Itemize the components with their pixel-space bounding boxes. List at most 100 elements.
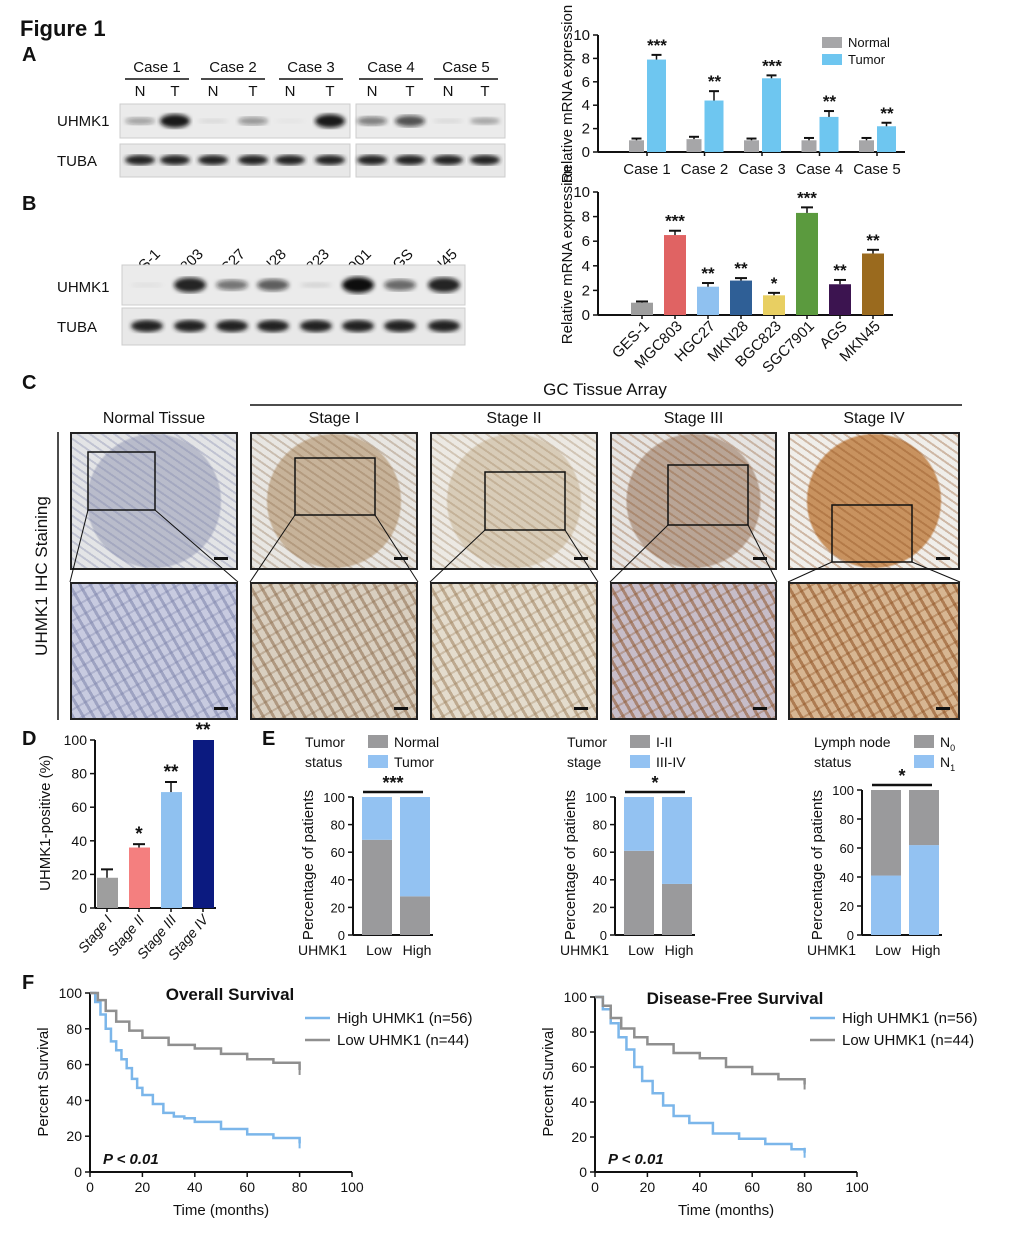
lane-label: T <box>170 83 179 100</box>
y-tick-label: 80 <box>66 1021 82 1037</box>
y-tick-label: 80 <box>571 1024 587 1040</box>
y-tick-label: 0 <box>847 928 854 943</box>
row-label-tuba: TUBA <box>57 153 97 170</box>
case-label: Case 3 <box>287 59 335 76</box>
y-tick-label: 20 <box>571 1129 587 1145</box>
y-tick-label: 20 <box>71 866 87 882</box>
significance-marker: *** <box>647 36 667 55</box>
lane-label: N <box>285 83 296 100</box>
uhmk1-band <box>470 117 500 125</box>
tuba-band <box>257 320 289 332</box>
gc-tissue-array-label: GC Tissue Array <box>543 380 667 399</box>
y-tick-label: 0 <box>579 1164 587 1180</box>
ihc-zoom-image <box>70 582 238 720</box>
uhmk1-band <box>300 282 332 288</box>
x-tick-label: Case 5 <box>853 161 901 178</box>
x-tick-label: Low <box>628 942 655 958</box>
blot-tuba-strip <box>119 143 351 178</box>
legend-swatch <box>822 54 842 65</box>
tuba-band <box>433 155 463 165</box>
stacked-bar-high-n0 <box>909 790 939 846</box>
legend-label: III-IV <box>656 754 686 770</box>
case-label: Case 2 <box>209 59 257 76</box>
ihc-zoom-image <box>788 582 960 720</box>
y-tick-label: 20 <box>66 1128 82 1144</box>
cell-line-label: MKN45 <box>413 246 460 293</box>
tuba-band <box>131 320 163 332</box>
ihc-column-title: Stage II <box>486 410 542 427</box>
x-axis-title: Time (months) <box>678 1202 774 1219</box>
y-axis-title: Percentage of patients <box>562 790 579 940</box>
ihc-core-image <box>788 432 960 570</box>
bar-stage-ii <box>129 847 150 908</box>
row-label-tuba: TUBA <box>57 319 97 336</box>
significance-marker: ** <box>833 261 847 280</box>
lane-label: T <box>480 83 489 100</box>
tuba-band <box>342 320 374 332</box>
survival-curve-low <box>90 991 301 1070</box>
significance-marker: * <box>651 773 658 793</box>
y-tick-label: 100 <box>585 790 607 805</box>
y-axis-title: Percentage of patients <box>809 790 826 940</box>
legend-swatch <box>914 755 934 768</box>
x-tick-label: Case 2 <box>681 161 729 178</box>
uhmk1-band <box>125 117 155 125</box>
y-tick-label: 40 <box>571 1094 587 1110</box>
x-tick-label: Case 1 <box>623 161 671 178</box>
ihc-column-title: Stage III <box>663 410 724 427</box>
uhmk1-band <box>160 114 190 128</box>
bar-normal <box>629 140 644 152</box>
cell-line-label: BGC823 <box>280 246 333 299</box>
legend-swatch <box>368 755 388 768</box>
significance-marker: * <box>771 274 778 293</box>
ihc-column-title: Stage IV <box>843 410 905 427</box>
y-tick-label: 60 <box>66 1057 82 1073</box>
stacked-bar-low-iii-iv <box>624 797 654 851</box>
bar-sgc7901 <box>796 212 818 315</box>
x-tick-label: Low <box>875 942 902 958</box>
bar-stage-iii <box>161 792 182 908</box>
ihc-column-title: Stage I <box>308 410 360 427</box>
y-tick-label: 60 <box>571 1059 587 1075</box>
bar-tumor <box>819 116 839 152</box>
significance-marker: ** <box>823 92 837 111</box>
significance-marker: *** <box>382 773 403 793</box>
ihc-core-image <box>250 432 418 570</box>
y-axis-title: Relative mRNA expression <box>559 5 576 183</box>
uhmk1-band <box>216 279 248 291</box>
significance-marker: *** <box>797 188 817 207</box>
legend-swatch <box>368 735 388 748</box>
bar-tumor <box>647 59 666 152</box>
scale-bar <box>214 707 228 710</box>
tuba-band <box>275 155 305 165</box>
tuba-band <box>238 155 268 165</box>
row-label-uhmk1: UHMK1 <box>57 113 110 130</box>
x-tick-label: AGS <box>816 318 850 352</box>
panel-label-d: D <box>22 728 37 750</box>
uhmk1-band <box>395 115 425 127</box>
bar-mkn45 <box>862 253 884 315</box>
y-tick-label: 20 <box>840 899 854 914</box>
y-tick-label: 2 <box>582 282 590 299</box>
y-tick-label: 6 <box>582 233 590 250</box>
y-tick-label: 60 <box>840 841 854 856</box>
legend-label: Normal <box>848 35 890 50</box>
bar-tumor <box>877 126 896 152</box>
x-tick-label: 40 <box>692 1179 708 1195</box>
cell-line-label: HGC27 <box>201 246 248 293</box>
x-tick-label: MKN45 <box>836 318 883 365</box>
significance-marker: *** <box>762 56 782 75</box>
panel-label-f: F <box>22 972 35 994</box>
x-tick-label: High <box>665 942 694 958</box>
stacked-bar-high-n1 <box>909 845 939 935</box>
panel-label-a: A <box>22 44 37 66</box>
x-tick-label: 60 <box>239 1179 255 1195</box>
y-tick-label: 0 <box>582 144 590 161</box>
blot-tuba-strip <box>121 307 466 346</box>
row-label-uhmk1: UHMK1 <box>57 279 110 296</box>
legend-swatch <box>630 755 650 768</box>
x-tick-label: High <box>912 942 941 958</box>
y-tick-label: 60 <box>71 799 87 815</box>
bar-tumor <box>762 78 781 152</box>
uhmk1-band <box>131 282 163 288</box>
